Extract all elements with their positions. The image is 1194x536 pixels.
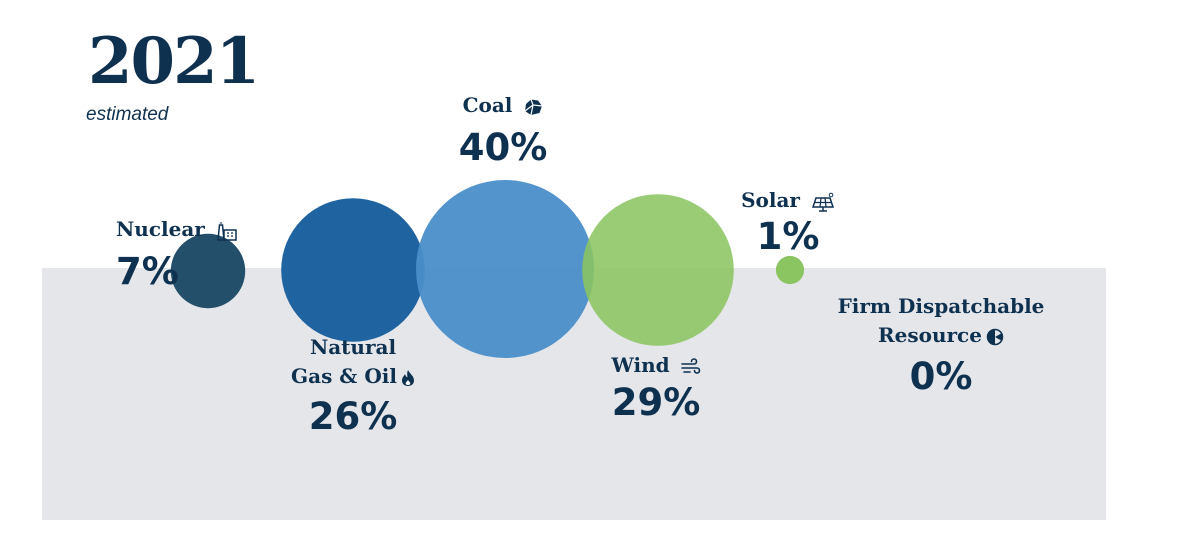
label-firm-line2: Resource — [878, 323, 982, 347]
value-solar: 1% — [756, 215, 820, 258]
label-solar-text: Solar — [741, 188, 800, 212]
bubble-nuclear — [170, 233, 246, 309]
bubble-wind — [582, 194, 734, 346]
coal-icon — [525, 98, 543, 115]
label-coal-text: Coal — [462, 93, 513, 117]
year-subtitle: estimated — [86, 104, 169, 125]
bubble-coal — [416, 180, 594, 358]
label-wind-text: Wind — [611, 353, 670, 377]
value-natural-gas-oil: 26% — [308, 395, 398, 438]
label-natural-gas-oil-line2: Gas & Oil — [291, 364, 397, 388]
value-wind: 29% — [611, 381, 701, 424]
bubble-solar — [775, 255, 805, 285]
value-coal: 40% — [458, 126, 548, 169]
bubble-natural-gas-oil — [281, 198, 425, 342]
value-nuclear: 7% — [116, 250, 179, 293]
label-nuclear-text: Nuclear — [116, 217, 205, 241]
label-firm-dispatchable-resource: Firm Dispatchable Resource — [826, 292, 1056, 350]
pie-icon — [986, 328, 1004, 345]
label-natural-gas-oil-line1: Natural — [309, 335, 397, 359]
year-title: 2021 — [88, 24, 260, 99]
label-nuclear: Nuclear — [116, 215, 238, 244]
solar-panel-icon — [811, 192, 834, 212]
label-solar: Solar — [718, 186, 858, 215]
power-plant-icon — [216, 221, 237, 241]
label-natural-gas-oil: Natural Gas & Oil — [283, 333, 423, 391]
wind-icon — [680, 357, 700, 374]
label-coal: Coal — [433, 91, 573, 120]
flame-icon — [401, 369, 414, 386]
label-wind: Wind — [586, 351, 726, 380]
label-firm-line1: Firm Dispatchable — [837, 294, 1045, 318]
value-firm-dispatchable-resource: 0% — [909, 355, 973, 398]
